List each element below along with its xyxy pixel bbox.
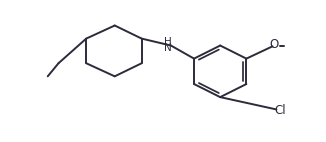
Text: Cl: Cl	[274, 104, 286, 117]
Text: N: N	[164, 43, 172, 53]
Text: O: O	[270, 38, 279, 51]
Text: H: H	[164, 37, 172, 47]
